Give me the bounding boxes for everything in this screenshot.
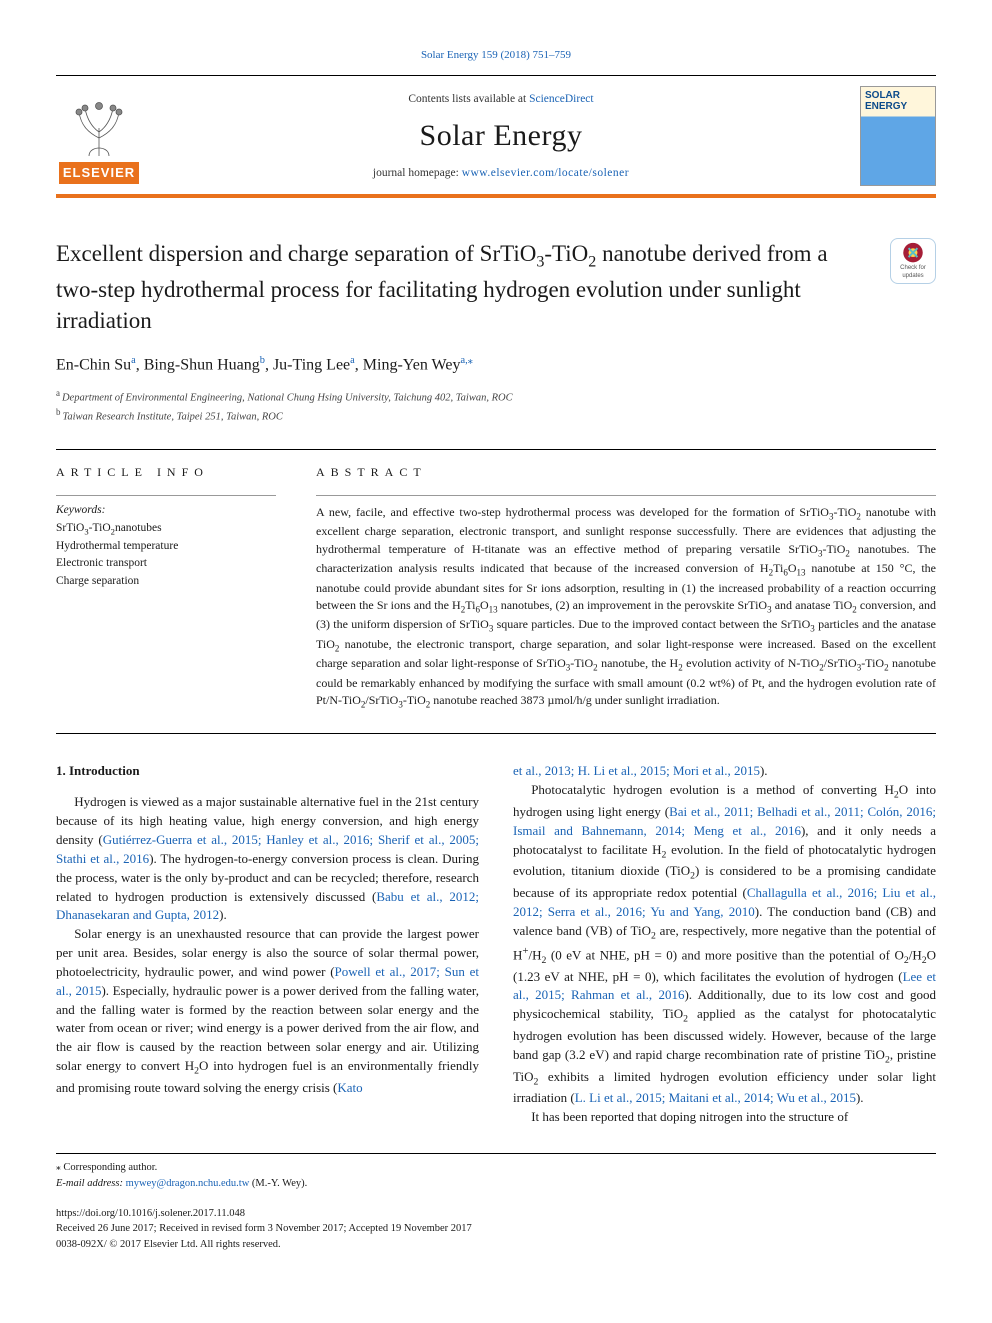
contents-line: Contents lists available at ScienceDirec… [158,91,844,107]
crossmark-icon [902,242,924,263]
corr-mark: ⁎ [56,1163,61,1173]
keywords-label: Keywords: [56,495,276,518]
homepage-label: journal homepage: [373,167,462,179]
cover-title-2: ENERGY [865,101,907,112]
homepage-link[interactable]: www.elsevier.com/locate/solener [462,167,629,179]
check-badge-line2: updates [902,272,923,280]
top-citation: Solar Energy 159 (2018) 751–759 [56,48,936,63]
section-heading: 1. Introduction [56,762,479,781]
check-for-updates-badge[interactable]: Check for updates [890,238,936,284]
author-list: En-Chin Sua, Bing-Shun Huangb, Ju-Ting L… [56,354,936,377]
corr-email-link[interactable]: mywey@dragon.nchu.edu.tw [126,1178,250,1189]
history-text: Received 26 June 2017; Received in revis… [56,1223,472,1234]
body-columns: 1. Introduction Hydrogen is viewed as a … [56,762,936,1127]
doi-link[interactable]: https://doi.org/10.1016/j.solener.2017.1… [56,1208,245,1219]
article-info-head: ARTICLE INFO [56,464,276,481]
issn-copyright: 0038-092X/ © 2017 Elsevier Ltd. All righ… [56,1239,281,1250]
publisher-brand: ELSEVIER [59,162,139,184]
affiliation-row: aDepartment of Environmental Engineering… [56,387,936,406]
abstract-body: A new, facile, and effective two-step hy… [316,495,936,712]
para: Photocatalytic hydrogen evolution is a m… [513,781,936,1108]
rule [56,733,936,734]
rule [56,1153,936,1154]
article-title: Excellent dispersion and charge separati… [56,238,874,335]
cover-title-1: SOLAR [865,90,900,101]
corresponding-author-note: ⁎ Corresponding author. E-mail address: … [56,1160,936,1192]
left-column: 1. Introduction Hydrogen is viewed as a … [56,762,479,1127]
para: et al., 2013; H. Li et al., 2015; Mori e… [513,762,936,781]
contents-label: Contents lists available at [408,93,529,105]
affiliations: aDepartment of Environmental Engineering… [56,387,936,426]
abstract-head: ABSTRACT [316,464,936,481]
sciencedirect-link[interactable]: ScienceDirect [529,93,594,105]
email-suffix: (M.-Y. Wey). [249,1178,307,1189]
homepage-line: journal homepage: www.elsevier.com/locat… [158,165,844,181]
keywords-list: SrTiO3-TiO2nanotubesHydrothermal tempera… [56,520,276,590]
right-column: et al., 2013; H. Li et al., 2015; Mori e… [513,762,936,1127]
para: It has been reported that doping nitroge… [513,1108,936,1127]
rule [56,449,936,450]
journal-cover-thumb: SOLAR ENERGY [860,86,936,186]
email-label: E-mail address: [56,1178,126,1189]
masthead: ELSEVIER Contents lists available at Sci… [56,75,936,198]
journal-name: Solar Energy [158,115,844,157]
corr-text: Corresponding author. [63,1162,157,1173]
top-citation-link[interactable]: Solar Energy 159 (2018) 751–759 [421,49,571,61]
publisher-logo: ELSEVIER [56,88,142,184]
affiliation-row: bTaiwan Research Institute, Taipei 251, … [56,406,936,425]
check-badge-line1: Check for [900,264,926,272]
doi-history-block: https://doi.org/10.1016/j.solener.2017.1… [56,1206,936,1253]
elsevier-tree-icon [69,98,129,158]
para: Solar energy is an unexhausted resource … [56,925,479,1097]
para: Hydrogen is viewed as a major sustainabl… [56,793,479,925]
